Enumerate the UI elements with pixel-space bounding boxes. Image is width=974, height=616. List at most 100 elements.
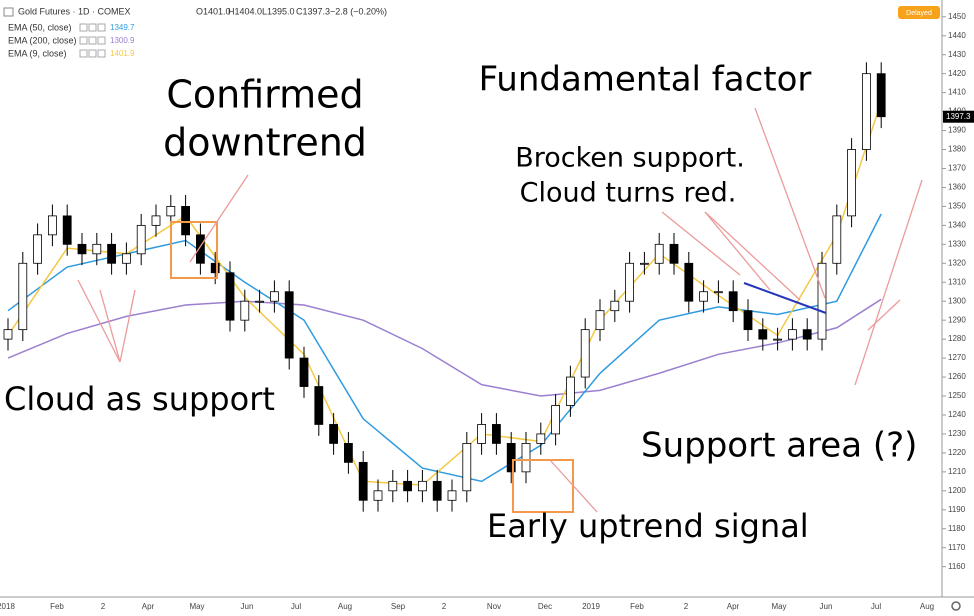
x-tick-label: Sep [391, 602, 406, 611]
candle-body [654, 243, 664, 264]
x-tick-label: Apr [727, 602, 740, 611]
x-tick-label: Aug [920, 602, 934, 611]
annotation: Cloud as support [4, 380, 275, 418]
ohlc-close: C1397.3 [296, 6, 330, 16]
candle-body [166, 206, 176, 217]
y-tick-label: 1260 [948, 372, 966, 381]
indicator-button [97, 49, 106, 58]
x-tick-label: 2 [101, 602, 106, 611]
y-tick-label: 1170 [948, 543, 966, 552]
indicator-button [88, 36, 97, 45]
arrow [867, 299, 901, 331]
indicator-button [88, 23, 97, 32]
candle-body [299, 357, 309, 387]
candle-body [714, 291, 723, 294]
indicator-button [97, 36, 106, 45]
plot [3, 62, 886, 512]
trend-line [743, 282, 827, 314]
annotation: Support area (?) [641, 426, 917, 466]
candle-body [314, 386, 324, 425]
settings-icon[interactable] [951, 601, 961, 611]
y-tick-label: 1390 [948, 126, 966, 135]
y-tick-label: 1210 [948, 467, 966, 476]
candle-body [462, 443, 472, 492]
candle-body [595, 310, 605, 331]
candle-body [181, 206, 191, 236]
candle-body [3, 329, 13, 340]
y-tick-label: 1450 [948, 12, 966, 21]
candle-body [743, 310, 753, 331]
y-tick-label: 1380 [948, 145, 966, 154]
indicator-button [79, 23, 88, 32]
annotation: downtrend [163, 121, 367, 165]
candle-body [403, 480, 413, 492]
arrow [754, 107, 826, 299]
candle-body [417, 480, 427, 492]
y-tick-label: 1430 [948, 50, 966, 59]
y-tick-label: 1330 [948, 239, 966, 248]
candle-body [284, 291, 294, 359]
x-tick-label: 2 [442, 602, 447, 611]
candle-body [684, 262, 694, 302]
candle-body [18, 262, 28, 331]
candle-body [33, 234, 42, 264]
candle-body [358, 461, 368, 501]
candle-body [107, 243, 116, 264]
candle-body [491, 424, 501, 444]
arrow [854, 179, 923, 386]
y-tick-label: 1290 [948, 315, 966, 324]
x-tick-label: May [771, 602, 786, 611]
candle-body [566, 376, 575, 406]
highlight-box [170, 221, 218, 279]
ohlc-high: H1404.0 [228, 6, 262, 16]
x-tick-label: Feb [630, 602, 644, 611]
indicator-button [88, 49, 97, 58]
last-price-label: 1397.3 [946, 112, 971, 121]
y-tick-label: 1340 [948, 220, 966, 229]
y-tick-label: 1250 [948, 391, 966, 400]
indicator-value: 1300.9 [110, 36, 135, 45]
candle-body [817, 262, 827, 340]
candle-body [343, 443, 353, 463]
candle-body [210, 262, 220, 274]
y-tick-label: 1230 [948, 429, 966, 438]
candle-body [432, 480, 442, 501]
y-tick-label: 1350 [948, 202, 966, 211]
indicator-value: 1349.7 [110, 23, 135, 32]
indicator-legend: EMA (50, close) 1349.7 EMA (200, close) 130… [8, 22, 135, 58]
candle-body [77, 243, 87, 255]
candle-body [506, 443, 516, 473]
x-tick-label: 2019 [582, 602, 600, 611]
candle-body [48, 215, 57, 236]
arrow [704, 211, 771, 291]
last-price-tag [943, 110, 974, 123]
y-tick-label: 1160 [948, 562, 966, 571]
ohlc-low: L1395.0 [262, 6, 295, 16]
collapse-icon[interactable] [3, 7, 14, 17]
candle-body [669, 243, 679, 264]
candle-body [699, 291, 708, 302]
delayed-badge[interactable] [898, 6, 940, 19]
indicator-button [97, 23, 106, 32]
candle-body [477, 424, 487, 444]
arrow [189, 174, 249, 263]
candle-body [802, 329, 812, 340]
indicator-name: EMA (9, close) [8, 48, 67, 58]
indicator-name: EMA (50, close) [8, 22, 72, 32]
candle-body [551, 405, 560, 435]
candle-body [610, 300, 620, 312]
x-tick-label: Nov [487, 602, 501, 611]
annotation: Brocken support. [515, 143, 745, 174]
x-tick-label: Jun [241, 602, 254, 611]
candle-body [388, 480, 398, 492]
y-tick-label: 1220 [948, 448, 966, 457]
arrow [77, 279, 121, 363]
delayed-text: Delayed [906, 10, 932, 17]
candle-body [240, 300, 250, 321]
candle-body [773, 338, 782, 341]
y-tick-label: 1420 [948, 69, 966, 78]
indicator-button [79, 49, 88, 58]
y-tick-label: 1310 [948, 277, 966, 286]
x-tick-label: Jul [871, 602, 881, 611]
candle-body [521, 443, 531, 473]
